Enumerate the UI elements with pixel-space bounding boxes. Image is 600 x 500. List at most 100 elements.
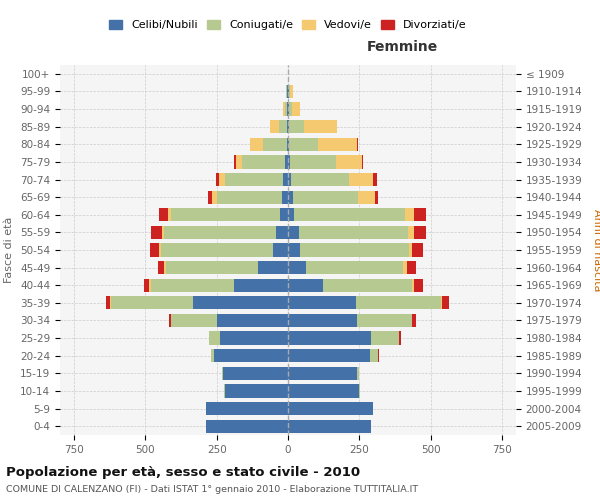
- Bar: [287, 138, 288, 151]
- Bar: [217, 190, 282, 204]
- Bar: [164, 261, 166, 274]
- Bar: [292, 173, 349, 186]
- Bar: [292, 102, 300, 116]
- Bar: [287, 102, 288, 116]
- Bar: [288, 190, 293, 204]
- Bar: [209, 332, 220, 344]
- Bar: [283, 102, 285, 116]
- Bar: [357, 366, 359, 380]
- Bar: [271, 120, 279, 134]
- Legend: Celibi/Nubili, Coniugati/e, Vedovi/e, Divorziati/e: Celibi/Nubili, Coniugati/e, Vedovi/e, Di…: [105, 15, 471, 34]
- Bar: [288, 102, 289, 116]
- Bar: [242, 156, 284, 168]
- Bar: [293, 190, 358, 204]
- Bar: [299, 226, 408, 239]
- Text: Popolazione per età, sesso e stato civile - 2010: Popolazione per età, sesso e stato civil…: [6, 466, 360, 479]
- Bar: [234, 278, 288, 292]
- Bar: [221, 366, 223, 380]
- Y-axis label: Anni di nascita: Anni di nascita: [592, 209, 600, 291]
- Bar: [288, 208, 294, 222]
- Bar: [288, 278, 323, 292]
- Bar: [408, 226, 414, 239]
- Bar: [206, 402, 288, 415]
- Bar: [288, 384, 359, 398]
- Bar: [300, 244, 409, 256]
- Bar: [282, 190, 288, 204]
- Bar: [290, 85, 293, 98]
- Bar: [358, 190, 374, 204]
- Bar: [161, 244, 273, 256]
- Bar: [215, 173, 219, 186]
- Bar: [149, 278, 151, 292]
- Bar: [305, 261, 403, 274]
- Bar: [284, 156, 288, 168]
- Bar: [106, 296, 110, 310]
- Bar: [441, 296, 442, 310]
- Bar: [288, 226, 299, 239]
- Bar: [288, 156, 290, 168]
- Bar: [223, 366, 288, 380]
- Bar: [224, 384, 225, 398]
- Bar: [289, 120, 304, 134]
- Bar: [206, 420, 288, 433]
- Bar: [111, 296, 193, 310]
- Bar: [288, 244, 300, 256]
- Text: Femmine: Femmine: [367, 40, 437, 54]
- Bar: [405, 208, 414, 222]
- Bar: [151, 278, 234, 292]
- Bar: [263, 138, 287, 151]
- Bar: [356, 296, 441, 310]
- Bar: [414, 278, 423, 292]
- Bar: [276, 226, 288, 239]
- Bar: [283, 173, 288, 186]
- Bar: [166, 261, 258, 274]
- Bar: [162, 226, 164, 239]
- Bar: [288, 314, 357, 327]
- Bar: [164, 226, 276, 239]
- Bar: [286, 85, 287, 98]
- Bar: [288, 296, 356, 310]
- Bar: [211, 349, 214, 362]
- Bar: [412, 244, 423, 256]
- Bar: [409, 244, 412, 256]
- Bar: [412, 314, 416, 327]
- Bar: [220, 332, 288, 344]
- Bar: [289, 102, 292, 116]
- Bar: [412, 278, 414, 292]
- Bar: [285, 102, 287, 116]
- Bar: [373, 173, 377, 186]
- Bar: [151, 226, 162, 239]
- Bar: [288, 138, 289, 151]
- Bar: [158, 208, 168, 222]
- Bar: [150, 244, 159, 256]
- Bar: [236, 156, 242, 168]
- Bar: [208, 190, 212, 204]
- Bar: [414, 226, 426, 239]
- Bar: [288, 261, 305, 274]
- Bar: [290, 156, 337, 168]
- Bar: [169, 314, 170, 327]
- Bar: [371, 332, 399, 344]
- Bar: [158, 261, 164, 274]
- Bar: [110, 296, 111, 310]
- Bar: [319, 138, 357, 151]
- Bar: [144, 278, 149, 292]
- Bar: [357, 314, 412, 327]
- Bar: [359, 384, 360, 398]
- Bar: [171, 314, 217, 327]
- Bar: [168, 208, 171, 222]
- Bar: [171, 208, 280, 222]
- Bar: [217, 314, 288, 327]
- Bar: [280, 208, 288, 222]
- Bar: [442, 296, 449, 310]
- Bar: [288, 349, 370, 362]
- Bar: [288, 332, 371, 344]
- Bar: [399, 332, 401, 344]
- Bar: [273, 244, 288, 256]
- Bar: [288, 173, 292, 186]
- Bar: [258, 261, 288, 274]
- Y-axis label: Fasce di età: Fasce di età: [4, 217, 14, 283]
- Bar: [279, 120, 287, 134]
- Bar: [288, 402, 373, 415]
- Bar: [288, 366, 357, 380]
